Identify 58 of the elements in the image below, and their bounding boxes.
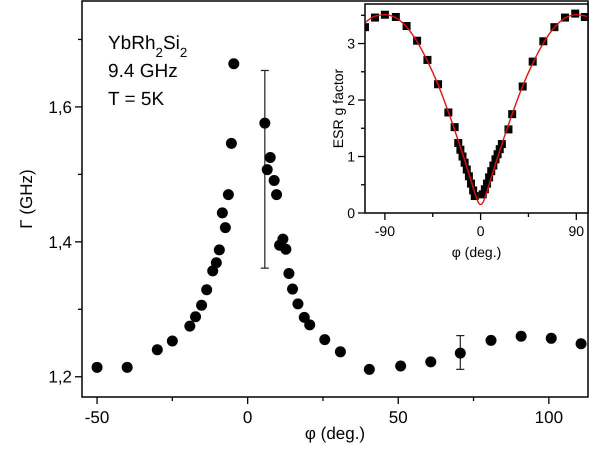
point [196, 300, 208, 311]
point [283, 268, 294, 280]
point [220, 222, 231, 234]
x-tick-label: 50 [388, 408, 408, 427]
point [201, 284, 212, 296]
point [280, 244, 292, 255]
point [546, 332, 557, 344]
x-tick-label: 100 [534, 408, 564, 427]
y-tick-label: 0 [347, 204, 356, 221]
x-axis-title: φ (deg.) [304, 424, 366, 443]
point [259, 118, 270, 129]
point [364, 364, 375, 375]
y-tick-label: 1,6 [48, 98, 72, 117]
point [262, 164, 273, 176]
y-tick-label: 2 [347, 92, 356, 108]
point [190, 311, 202, 322]
point [298, 312, 310, 323]
y-axis-title: Γ (GHz) [17, 169, 36, 229]
y-axis-title: ESR g factor [330, 68, 346, 148]
point [268, 174, 280, 186]
point [264, 152, 276, 164]
point [319, 334, 330, 346]
point [184, 320, 196, 332]
point [334, 346, 346, 358]
point [516, 330, 527, 342]
point [576, 338, 587, 350]
point [122, 362, 133, 373]
x-tick-label: -90 [374, 223, 396, 239]
x-tick-label: -50 [84, 408, 110, 427]
x-tick-label: 0 [242, 408, 252, 427]
point [226, 138, 237, 149]
point [92, 362, 103, 373]
point [271, 189, 282, 200]
point [152, 344, 163, 356]
point [166, 336, 178, 347]
point [292, 298, 304, 310]
point [207, 265, 218, 276]
point [425, 356, 436, 368]
point [228, 58, 240, 70]
y-tick-label: 3 [347, 35, 356, 52]
y-tick-label: 1 [347, 148, 356, 164]
point [210, 257, 222, 268]
annotation: 9.4 GHz [108, 61, 178, 82]
point [304, 319, 316, 330]
y-tick-label: 1,4 [48, 232, 72, 252]
point [287, 284, 298, 295]
point [222, 189, 234, 200]
point [454, 348, 466, 359]
x-axis-title: φ (deg.) [452, 244, 502, 260]
annotation: T = 5K [108, 89, 164, 110]
point [216, 207, 228, 218]
annotation: YbRh$_{2}$Si$_{2}$ [108, 33, 188, 60]
point [486, 334, 497, 346]
x-tick-label: 90 [568, 223, 584, 239]
point [395, 360, 406, 372]
x-tick-label: 0 [476, 223, 485, 239]
point [214, 244, 225, 256]
y-tick-label: 1,2 [48, 368, 72, 387]
